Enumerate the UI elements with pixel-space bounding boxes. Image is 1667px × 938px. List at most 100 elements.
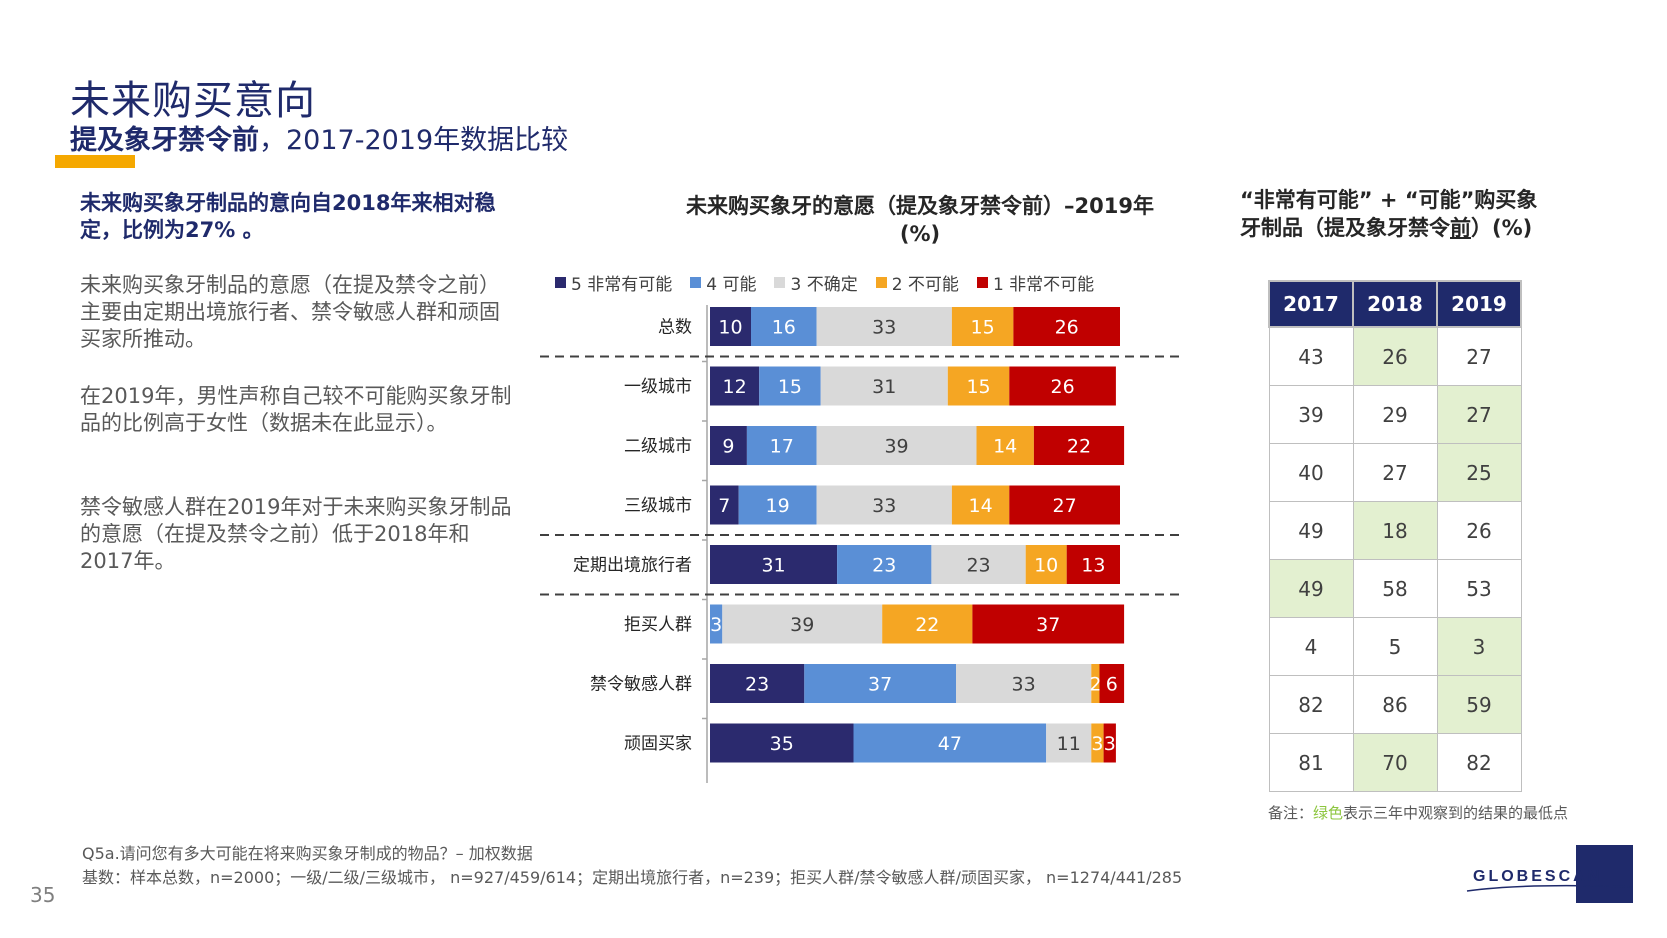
bar-segment xyxy=(1009,366,1116,406)
bar-segment xyxy=(1013,307,1120,346)
bar-segment xyxy=(1103,723,1116,763)
data-label: 12 xyxy=(723,376,747,398)
table-header-row: 2017 2018 2019 xyxy=(1268,280,1522,328)
body-paragraph-1: 未来购买象牙制品的意愿（在提及禁令之前）主要由定期出境旅行者、禁令敏感人群和顽固… xyxy=(80,273,500,351)
data-label: 23 xyxy=(872,555,896,577)
table-cell: 58 xyxy=(1352,559,1438,618)
category-label: 二级城市 xyxy=(624,437,692,457)
table-row: 39 29 27 xyxy=(1268,385,1522,444)
bar-segment xyxy=(956,664,1092,703)
data-label: 37 xyxy=(1036,614,1060,636)
bar-segment xyxy=(951,307,1014,346)
table-note: 备注：绿色表示三年中观察到的结果的最低点 xyxy=(1268,802,1568,823)
table-cell: 29 xyxy=(1352,385,1438,444)
bar-segment xyxy=(837,545,932,584)
table-cell: 49 xyxy=(1268,559,1354,618)
chart-legend: 5 非常有可能 4 可能 3 不确定 2 不可能 1 非常不可能 xyxy=(555,270,1195,295)
data-label: 15 xyxy=(971,317,995,339)
data-label: 9 xyxy=(722,436,734,458)
legend-item-2: 4 可能 xyxy=(690,270,756,295)
note-green-word: 绿色 xyxy=(1313,804,1344,822)
bar-segment xyxy=(1091,723,1104,763)
table-cell: 5 xyxy=(1352,617,1438,676)
bar-segment xyxy=(816,485,952,525)
base-footnote: 基数：样本总数，n=2000；一级/二级/三级城市， n=927/459/614… xyxy=(82,868,1183,887)
bar-segment xyxy=(710,664,805,703)
category-label: 顽固买家 xyxy=(624,734,692,754)
bar-segment xyxy=(931,545,1026,584)
data-label: 35 xyxy=(770,733,794,755)
data-label: 47 xyxy=(938,733,962,755)
category-label: 三级城市 xyxy=(624,496,692,516)
table-cell: 39 xyxy=(1268,385,1354,444)
bar-segment xyxy=(853,723,1047,763)
bar-segment xyxy=(882,604,973,644)
data-label: 22 xyxy=(1067,436,1091,458)
data-label: 37 xyxy=(868,674,892,696)
table-cell: 53 xyxy=(1436,559,1522,618)
title-accent-bar xyxy=(55,155,135,168)
bar-segment xyxy=(816,307,952,346)
legend-swatch xyxy=(976,277,988,288)
category-label: 一级城市 xyxy=(624,377,692,397)
category-label: 禁令敏感人群 xyxy=(590,675,692,695)
data-label: 23 xyxy=(966,555,990,577)
data-label: 39 xyxy=(884,436,908,458)
legend-item-1: 5 非常有可能 xyxy=(555,270,672,295)
column-header: 2017 xyxy=(1268,280,1354,328)
table-cell: 86 xyxy=(1352,675,1438,734)
table-row: 49 18 26 xyxy=(1268,501,1522,560)
bar-segment xyxy=(1025,545,1067,584)
data-label: 7 xyxy=(718,495,730,517)
globescan-logo: GLOBESCAN xyxy=(1466,845,1634,903)
data-label: 39 xyxy=(790,614,814,636)
legend-swatch xyxy=(875,277,887,288)
data-label: 26 xyxy=(1051,376,1075,398)
data-label: 3 xyxy=(710,614,722,636)
legend-label: 3 不确定 xyxy=(790,275,858,295)
data-label: 2 xyxy=(1089,674,1101,696)
legend-label: 5 非常有可能 xyxy=(571,275,673,295)
data-label: 19 xyxy=(766,495,790,517)
bar-segment xyxy=(710,426,747,465)
legend-swatch xyxy=(774,277,786,288)
table-cell: 26 xyxy=(1352,326,1438,386)
data-label: 3 xyxy=(1104,733,1116,755)
bar-segment xyxy=(710,604,723,644)
table-cell: 70 xyxy=(1352,733,1438,792)
subtitle-bold: 提及象牙禁令前 xyxy=(70,125,259,156)
data-label: 31 xyxy=(761,555,785,577)
bar-segment xyxy=(710,723,854,763)
table-cell: 18 xyxy=(1352,501,1438,560)
bar-segment xyxy=(820,366,948,406)
data-label: 16 xyxy=(772,317,796,339)
table-row: 40 27 25 xyxy=(1268,443,1522,502)
table-cell: 43 xyxy=(1268,326,1354,386)
table-cell: 27 xyxy=(1352,443,1438,502)
data-label: 10 xyxy=(1034,555,1058,577)
legend-label: 4 可能 xyxy=(706,275,757,295)
note-text: 表示三年中观察到的结果的最低点 xyxy=(1343,804,1569,822)
table-title-pre: 牙制品（提及象牙禁令 xyxy=(1240,216,1450,240)
column-header: 2018 xyxy=(1352,280,1438,328)
question-footnote: Q5a.请问您有多大可能在将来购买象牙制成的物品？– 加权数据 xyxy=(82,844,533,863)
table-title: “非常有可能” + “可能”购买象 牙制品（提及象牙禁令前）(%) xyxy=(1240,186,1600,242)
data-label: 6 xyxy=(1106,674,1118,696)
table-title-post: ）(%) xyxy=(1471,216,1533,240)
purchase-intent-table: 2017 2018 2019 43 26 27 39 29 27 40 27 25 49 18 26 49 5… xyxy=(1268,280,1522,792)
bar-segment xyxy=(710,485,739,525)
category-label: 定期出境旅行者 xyxy=(573,556,692,576)
body-paragraph-3: 禁令敏感人群在2019年对于未来购买象牙制品的意愿（在提及禁令之前）低于2018… xyxy=(80,495,512,573)
data-label: 3 xyxy=(1091,733,1103,755)
data-label: 33 xyxy=(1012,674,1036,696)
table-cell: 27 xyxy=(1436,385,1522,444)
category-label: 总数 xyxy=(658,318,692,338)
bar-segment xyxy=(951,485,1010,525)
data-label: 23 xyxy=(745,674,769,696)
bar-segment xyxy=(976,426,1034,465)
table-cell: 4 xyxy=(1268,617,1354,676)
table-cell: 81 xyxy=(1268,733,1354,792)
data-label: 17 xyxy=(770,436,794,458)
